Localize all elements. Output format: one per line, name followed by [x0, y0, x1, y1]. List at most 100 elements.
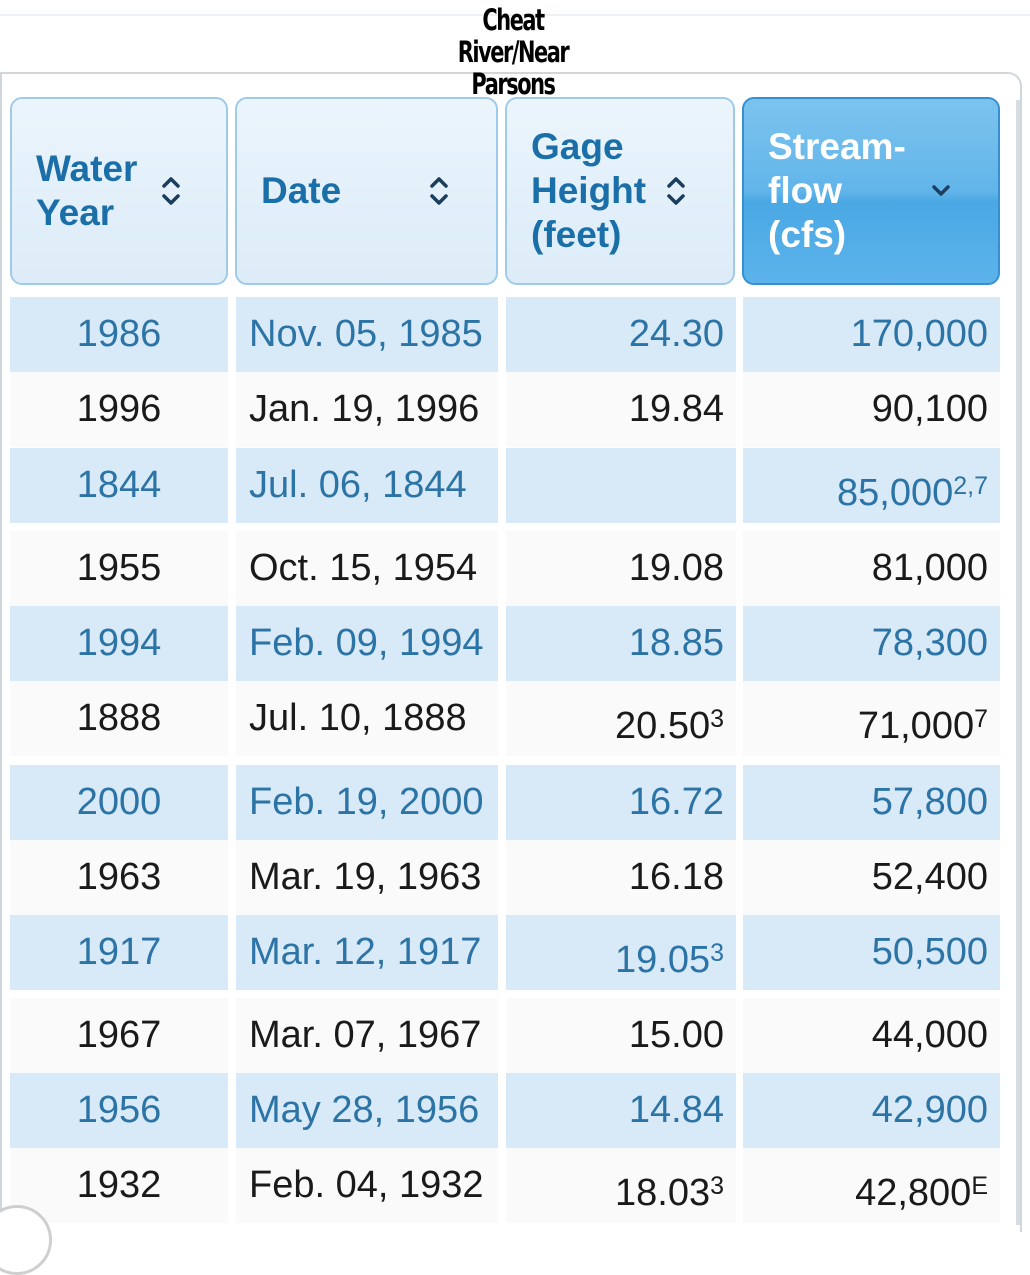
cell-date: Feb. 19, 2000 [236, 765, 498, 840]
cell-date: Feb. 04, 1932 [236, 1148, 498, 1223]
cell-streamflow-value: 78,300 [871, 622, 988, 664]
cell-water-year-value: 1967 [76, 1014, 162, 1056]
cell-streamflow-value: 57,800 [871, 781, 988, 823]
column-header-line: (feet) [531, 214, 622, 255]
cell-streamflow: 85,0002,7 [743, 448, 1000, 523]
cell-streamflow: 42,800E [743, 1148, 1000, 1223]
cell-water-year: 1917 [10, 915, 228, 990]
table-row[interactable]: 1967 Mar. 07, 1967 15.00 44,000 [10, 998, 1000, 1073]
cell-date-value: Oct. 15, 1954 [249, 547, 478, 589]
cell-date: Jan. 19, 1996 [236, 372, 498, 447]
cell-gage-height: 15.00 [506, 998, 736, 1073]
table-row[interactable]: 1994 Feb. 09, 1994 18.85 78,300 [10, 606, 1000, 681]
sort-both-icon[interactable] [160, 174, 182, 208]
title-line: Cheat [482, 3, 545, 37]
footnote-marker[interactable]: 7 [974, 705, 988, 733]
cell-gage-height: 20.503 [506, 681, 736, 756]
cell-water-year-value: 1955 [76, 547, 162, 589]
table-row[interactable]: 1986 Nov. 05, 1985 24.30 170,000 [10, 297, 1000, 372]
cell-water-year-value: 1986 [76, 313, 162, 355]
cell-gage-height-value: 20.50 [615, 705, 711, 747]
column-header-line: Year [36, 192, 115, 233]
cell-water-year-value: 1994 [76, 622, 162, 664]
table-row[interactable]: 1956 May 28, 1956 14.84 42,900 [10, 1073, 1000, 1148]
column-header-line: Height [531, 170, 647, 211]
cell-date-value: Jul. 06, 1844 [249, 464, 467, 506]
cell-date: Mar. 12, 1917 [236, 915, 498, 990]
cell-streamflow-value: 90,100 [871, 388, 988, 430]
cell-streamflow-value: 170,000 [850, 313, 988, 355]
cell-date-value: Mar. 12, 1917 [249, 931, 482, 973]
cell-water-year: 1994 [10, 606, 228, 681]
cell-streamflow-value: 42,900 [871, 1089, 988, 1131]
cell-streamflow-value: 52,400 [871, 856, 988, 898]
column-header-label: Gage Height (feet) [531, 125, 646, 257]
cell-gage-height-value: 16.72 [628, 781, 724, 823]
scrollbar[interactable] [1016, 100, 1020, 1225]
footnote-marker[interactable]: 2,7 [953, 472, 988, 500]
cell-streamflow-value: 44,000 [871, 1014, 988, 1056]
column-header-line: Gage [531, 126, 624, 167]
table-row[interactable]: 1955 Oct. 15, 1954 19.08 81,000 [10, 531, 1000, 606]
table-row[interactable]: 1932 Feb. 04, 1932 18.033 42,800E [10, 1148, 1000, 1223]
cell-water-year-value: 1844 [76, 464, 162, 506]
table-row[interactable]: 1844 Jul. 06, 1844 85,0002,7 [10, 448, 1000, 523]
column-header-water-year[interactable]: Water Year [10, 97, 228, 285]
cell-water-year: 1844 [10, 448, 228, 523]
cell-water-year: 1955 [10, 531, 228, 606]
cell-date: Feb. 09, 1994 [236, 606, 498, 681]
column-header-label: Stream-flow (cfs) [768, 125, 906, 257]
cell-streamflow-value: 42,800 [855, 1172, 972, 1214]
table-title: Cheat River/Near Parsons [442, 4, 583, 100]
column-header-label: Date [261, 169, 341, 213]
table-row[interactable]: 1888 Jul. 10, 1888 20.503 71,0007 [10, 681, 1000, 756]
footnote-marker[interactable]: 3 [710, 939, 724, 967]
cell-gage-height: 19.08 [506, 531, 736, 606]
sort-both-icon[interactable] [665, 174, 687, 208]
title-line: River/Near [457, 35, 570, 69]
sort-desc-icon[interactable] [930, 174, 952, 208]
cell-water-year-value: 1996 [76, 388, 162, 430]
cell-water-year-value: 1956 [76, 1089, 162, 1131]
cell-streamflow: 44,000 [743, 998, 1000, 1073]
footnote-marker[interactable]: 3 [710, 1172, 724, 1200]
cell-water-year-value: 1932 [76, 1164, 162, 1206]
cell-streamflow: 170,000 [743, 297, 1000, 372]
cell-water-year: 1932 [10, 1148, 228, 1223]
cell-streamflow: 50,500 [743, 915, 1000, 990]
cell-water-year: 1996 [10, 372, 228, 447]
sort-both-icon[interactable] [428, 174, 450, 208]
cell-date-value: May 28, 1956 [249, 1089, 480, 1131]
column-header-line: Date [261, 170, 342, 211]
cell-date-value: Mar. 07, 1967 [249, 1014, 482, 1056]
cell-streamflow: 81,000 [743, 531, 1000, 606]
cell-gage-height-value: 18.85 [628, 622, 724, 664]
cell-water-year-value: 2000 [76, 781, 162, 823]
cell-water-year: 1888 [10, 681, 228, 756]
cell-date-value: Jul. 10, 1888 [249, 697, 467, 739]
cell-date: Jul. 06, 1844 [236, 448, 498, 523]
cell-streamflow-value: 85,000 [837, 472, 954, 514]
cell-gage-height: 14.84 [506, 1073, 736, 1148]
cell-streamflow-value: 50,500 [871, 931, 988, 973]
cell-date: Jul. 10, 1888 [236, 681, 498, 756]
cell-gage-height-value: 14.84 [628, 1089, 724, 1131]
cell-water-year: 1963 [10, 840, 228, 915]
cell-water-year: 1986 [10, 297, 228, 372]
cell-gage-height: 19.053 [506, 915, 736, 990]
table-row[interactable]: 1996 Jan. 19, 1996 19.84 90,100 [10, 372, 1000, 447]
column-header-line: Water [36, 148, 138, 189]
column-header-streamflow[interactable]: Stream-flow (cfs) [742, 97, 1000, 285]
table-row[interactable]: 1917 Mar. 12, 1917 19.053 50,500 [10, 915, 1000, 990]
cell-gage-height-value: 18.03 [615, 1172, 711, 1214]
cell-date-value: Feb. 09, 1994 [249, 622, 484, 664]
cell-gage-height: 19.84 [506, 372, 736, 447]
footnote-marker[interactable]: E [971, 1172, 988, 1200]
column-header-date[interactable]: Date [235, 97, 498, 285]
cell-streamflow-value: 81,000 [871, 547, 988, 589]
column-header-gage-height[interactable]: Gage Height (feet) [505, 97, 735, 285]
column-header-line: flow [768, 170, 842, 211]
footnote-marker[interactable]: 3 [710, 705, 724, 733]
table-row[interactable]: 1963 Mar. 19, 1963 16.18 52,400 [10, 840, 1000, 915]
table-row[interactable]: 2000 Feb. 19, 2000 16.72 57,800 [10, 765, 1000, 840]
